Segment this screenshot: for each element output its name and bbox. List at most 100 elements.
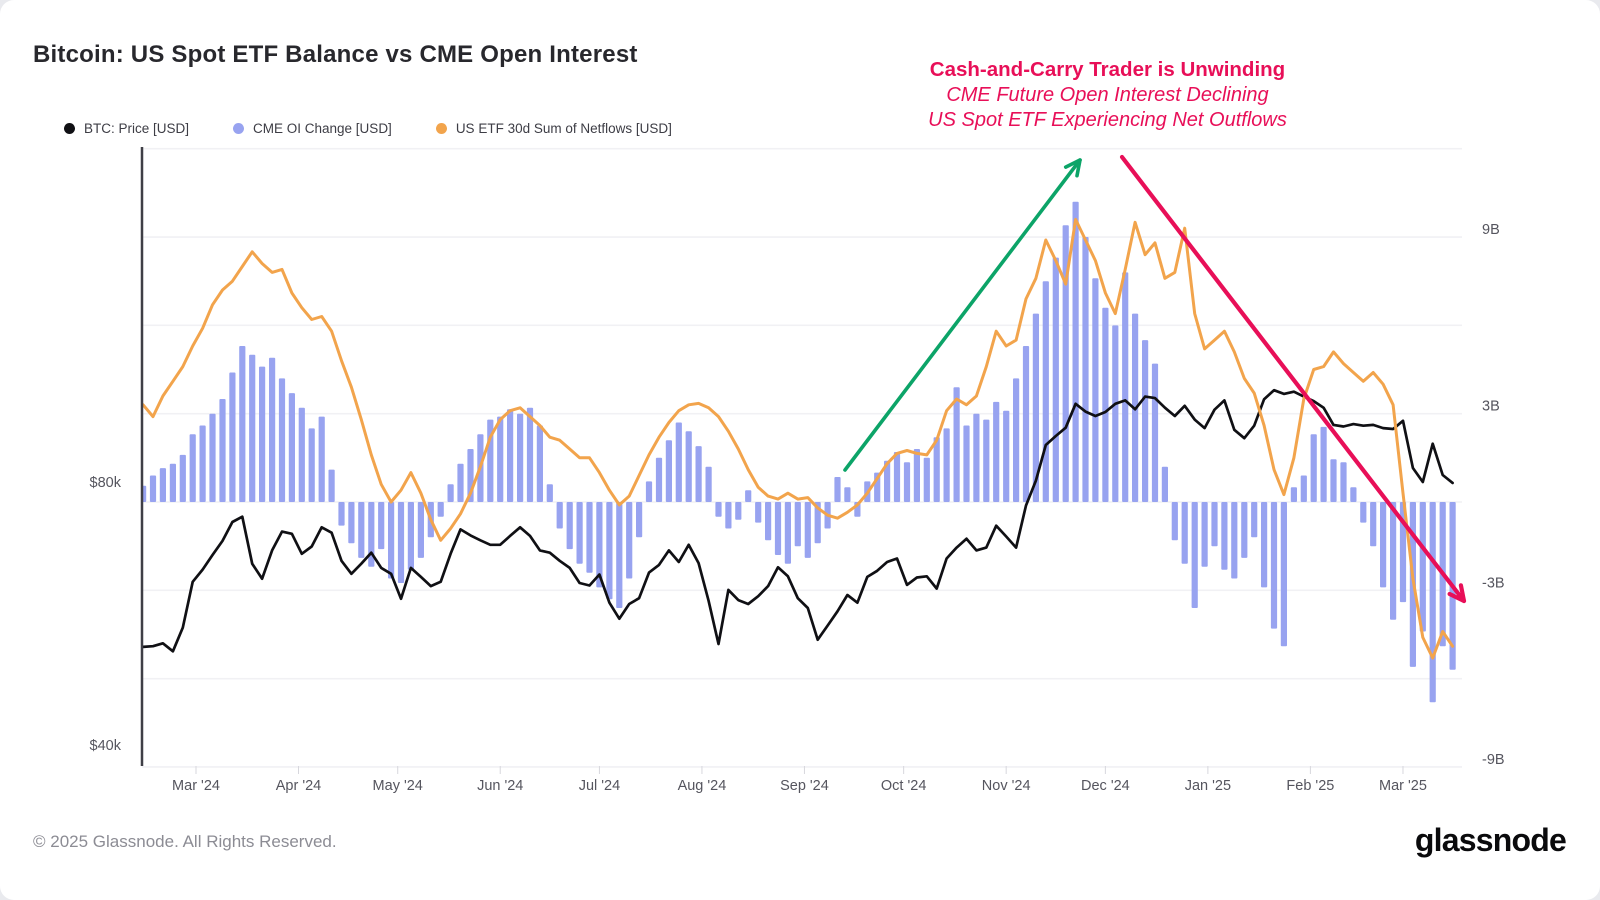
oi-bar [189, 434, 196, 502]
oi-bar [1360, 502, 1367, 523]
oi-bar [517, 413, 524, 502]
oi-bar [745, 490, 752, 502]
x-axis-label: May '24 [373, 778, 423, 794]
oi-bar [1191, 502, 1198, 608]
y-axis-right-label: 9B [1482, 222, 1500, 238]
oi-bar [209, 413, 216, 502]
oi-bar [844, 487, 851, 502]
oi-bar [1042, 281, 1049, 502]
oi-bar [606, 502, 613, 600]
y-axis-right-label: 3B [1482, 399, 1500, 415]
oi-bar [1171, 502, 1178, 541]
oi-bar [1231, 502, 1238, 579]
legend-item-btc-price[interactable]: BTC: Price [USD] [64, 121, 189, 136]
oi-bar [834, 477, 841, 502]
oi-bar [1221, 502, 1228, 570]
oi-bar [338, 502, 345, 526]
oi-bar [884, 460, 891, 502]
oi-bar [923, 457, 930, 502]
oi-bar [249, 354, 256, 502]
oi-bar [1380, 502, 1387, 588]
x-axis-label: Jun '24 [477, 778, 523, 794]
oi-bar [159, 468, 166, 502]
oi-bar [705, 466, 712, 502]
oi-bar [1052, 257, 1059, 502]
oi-bar [1013, 378, 1020, 502]
oi-bar [1201, 502, 1208, 567]
annotation-line-3: US Spot ETF Experiencing Net Outflows [928, 109, 1287, 131]
oi-bar [685, 431, 692, 502]
oi-bar [378, 502, 385, 550]
oi-bar [576, 502, 583, 564]
oi-bar [1390, 502, 1397, 620]
oi-bar [645, 481, 653, 502]
oi-bar [169, 463, 176, 502]
oi-bar [1340, 462, 1347, 502]
y-axis-left-label: $40k [90, 738, 122, 754]
etf-netflow-line [141, 217, 1455, 660]
btc-price-dot-icon [64, 123, 75, 134]
oi-bar [1142, 340, 1149, 502]
etf-netflows-dot-icon [435, 123, 447, 134]
oi-bar [596, 502, 603, 588]
uptrend-arrow [843, 158, 1082, 472]
oi-bar [665, 440, 672, 502]
oi-bar [973, 413, 980, 502]
oi-bar [1072, 201, 1079, 502]
oi-bar [1122, 272, 1129, 502]
oi-bar [755, 502, 762, 523]
oi-bar [348, 502, 355, 544]
oi-bar [1261, 502, 1268, 588]
oi-bar [358, 502, 365, 558]
oi-bar [536, 425, 543, 502]
legend-item-cme-oi[interactable]: CME OI Change [USD] [233, 121, 392, 136]
x-axis-label: Oct '24 [881, 778, 926, 794]
oi-bar [626, 502, 633, 579]
oi-bar [655, 457, 663, 502]
oi-bar [1211, 502, 1218, 547]
legend-label: CME OI Change [USD] [253, 121, 392, 136]
oi-bar [953, 387, 960, 502]
oi-bar [586, 502, 593, 573]
downtrend-arrow [1119, 154, 1467, 604]
y-axis-right-label: -9B [1482, 752, 1505, 768]
oi-bar [1270, 502, 1278, 629]
oi-bar [417, 502, 424, 558]
oi-bar [1032, 313, 1039, 502]
oi-bar [219, 399, 226, 502]
x-axis-label: Mar '24 [172, 778, 220, 794]
oi-bar [675, 422, 682, 502]
oi-bar [179, 454, 186, 502]
oi-bar [1290, 487, 1297, 502]
oi-bar [784, 502, 791, 564]
annotation-line-1: Cash-and-Carry Trader is Unwinding [929, 58, 1286, 81]
oi-bar [814, 502, 821, 544]
oi-bar [259, 366, 266, 502]
oi-bar [1280, 502, 1287, 647]
x-axis-label: Feb '25 [1286, 778, 1334, 794]
x-axis-label: Mar '25 [1379, 778, 1427, 794]
annotation-callout: Cash-and-Carry Trader is Unwinding CME F… [900, 57, 1315, 134]
oi-bar [794, 502, 801, 547]
oi-change-bars [141, 201, 1456, 703]
oi-bar [229, 372, 236, 502]
oi-bar [397, 502, 405, 583]
oi-bar [507, 409, 514, 502]
oi-bar [1320, 426, 1327, 502]
oi-bar [1370, 502, 1377, 547]
oi-bar [437, 502, 444, 517]
oi-bar [1241, 502, 1248, 558]
oi-bar [1330, 459, 1337, 502]
oi-bar [804, 502, 811, 558]
oi-bar [943, 428, 950, 502]
oi-bar [388, 502, 395, 579]
oi-bar [933, 437, 940, 502]
oi-bar [546, 484, 553, 502]
oi-bar [715, 502, 722, 517]
y-axis-left-label: $80k [90, 475, 122, 491]
oi-bar [318, 416, 325, 502]
oi-bar [903, 462, 911, 502]
oi-bar [199, 425, 206, 502]
legend-item-etf-netflows[interactable]: US ETF 30d Sum of Netflows [USD] [435, 121, 672, 136]
